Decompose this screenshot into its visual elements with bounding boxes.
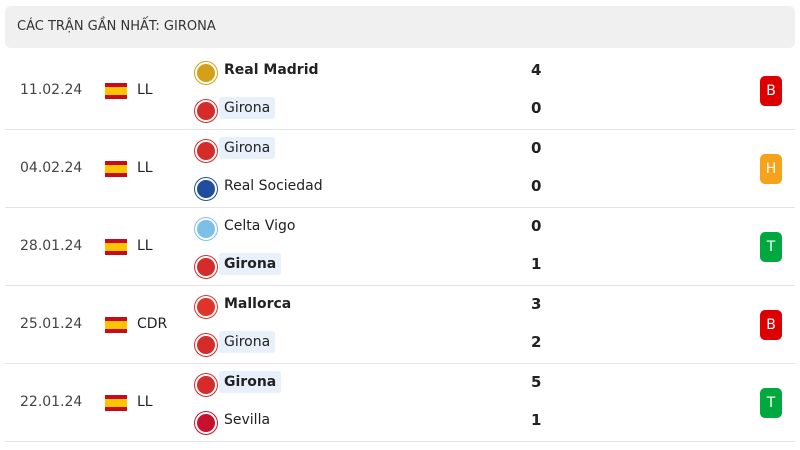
team-logo: [195, 100, 217, 122]
score: 0: [531, 177, 542, 195]
row-separator: [5, 285, 795, 286]
row-separator: [5, 363, 795, 364]
team-name: Real Madrid: [224, 62, 319, 78]
score: 0: [531, 139, 542, 157]
score: 5: [531, 373, 542, 391]
team-name: Girona: [219, 253, 282, 275]
match-date: 22.01.24: [20, 394, 83, 410]
team-name: Girona: [219, 137, 276, 159]
score: 1: [531, 411, 542, 429]
header-title: CÁC TRẬN GẦN NHẤT: GIRONA: [17, 19, 216, 34]
team-name: Mallorca: [224, 296, 292, 312]
team-logo: [195, 334, 217, 356]
match-date: 25.01.24: [20, 316, 83, 332]
team-name: Sevilla: [224, 412, 271, 428]
header: CÁC TRẬN GẦN NHẤT: GIRONA: [5, 6, 795, 48]
result-badge: T: [760, 232, 782, 262]
team-name: Girona: [219, 371, 282, 393]
team-logo: [195, 178, 217, 200]
match-date: 04.02.24: [20, 160, 83, 176]
team-logo: [195, 412, 217, 434]
team-name: Real Sociedad: [224, 178, 323, 194]
flag: [105, 161, 127, 177]
team-logo: [195, 218, 217, 240]
team-logo: [195, 140, 217, 162]
score: 2: [531, 333, 542, 351]
flag: [105, 317, 127, 333]
row-separator: [5, 129, 795, 130]
score: 0: [531, 217, 542, 235]
team-name: Girona: [219, 331, 276, 353]
competition: LL: [137, 394, 153, 410]
flag: [105, 239, 127, 255]
team-name: Celta Vigo: [224, 218, 296, 234]
row-separator: [5, 441, 795, 442]
competition: LL: [137, 160, 153, 176]
score: 1: [531, 255, 542, 273]
score: 3: [531, 295, 542, 313]
competition: LL: [137, 238, 153, 254]
competition: CDR: [137, 316, 168, 332]
flag: [105, 395, 127, 411]
team-logo: [195, 296, 217, 318]
score: 4: [531, 61, 542, 79]
result-badge: B: [760, 76, 782, 106]
team-logo: [195, 62, 217, 84]
result-badge: H: [760, 154, 782, 184]
team-logo: [195, 256, 217, 278]
score: 0: [531, 99, 542, 117]
competition: LL: [137, 82, 153, 98]
match-date: 11.02.24: [20, 82, 83, 98]
result-badge: B: [760, 310, 782, 340]
row-separator: [5, 207, 795, 208]
match-date: 28.01.24: [20, 238, 83, 254]
team-name: Girona: [219, 97, 276, 119]
result-badge: T: [760, 388, 782, 418]
flag: [105, 83, 127, 99]
team-logo: [195, 374, 217, 396]
